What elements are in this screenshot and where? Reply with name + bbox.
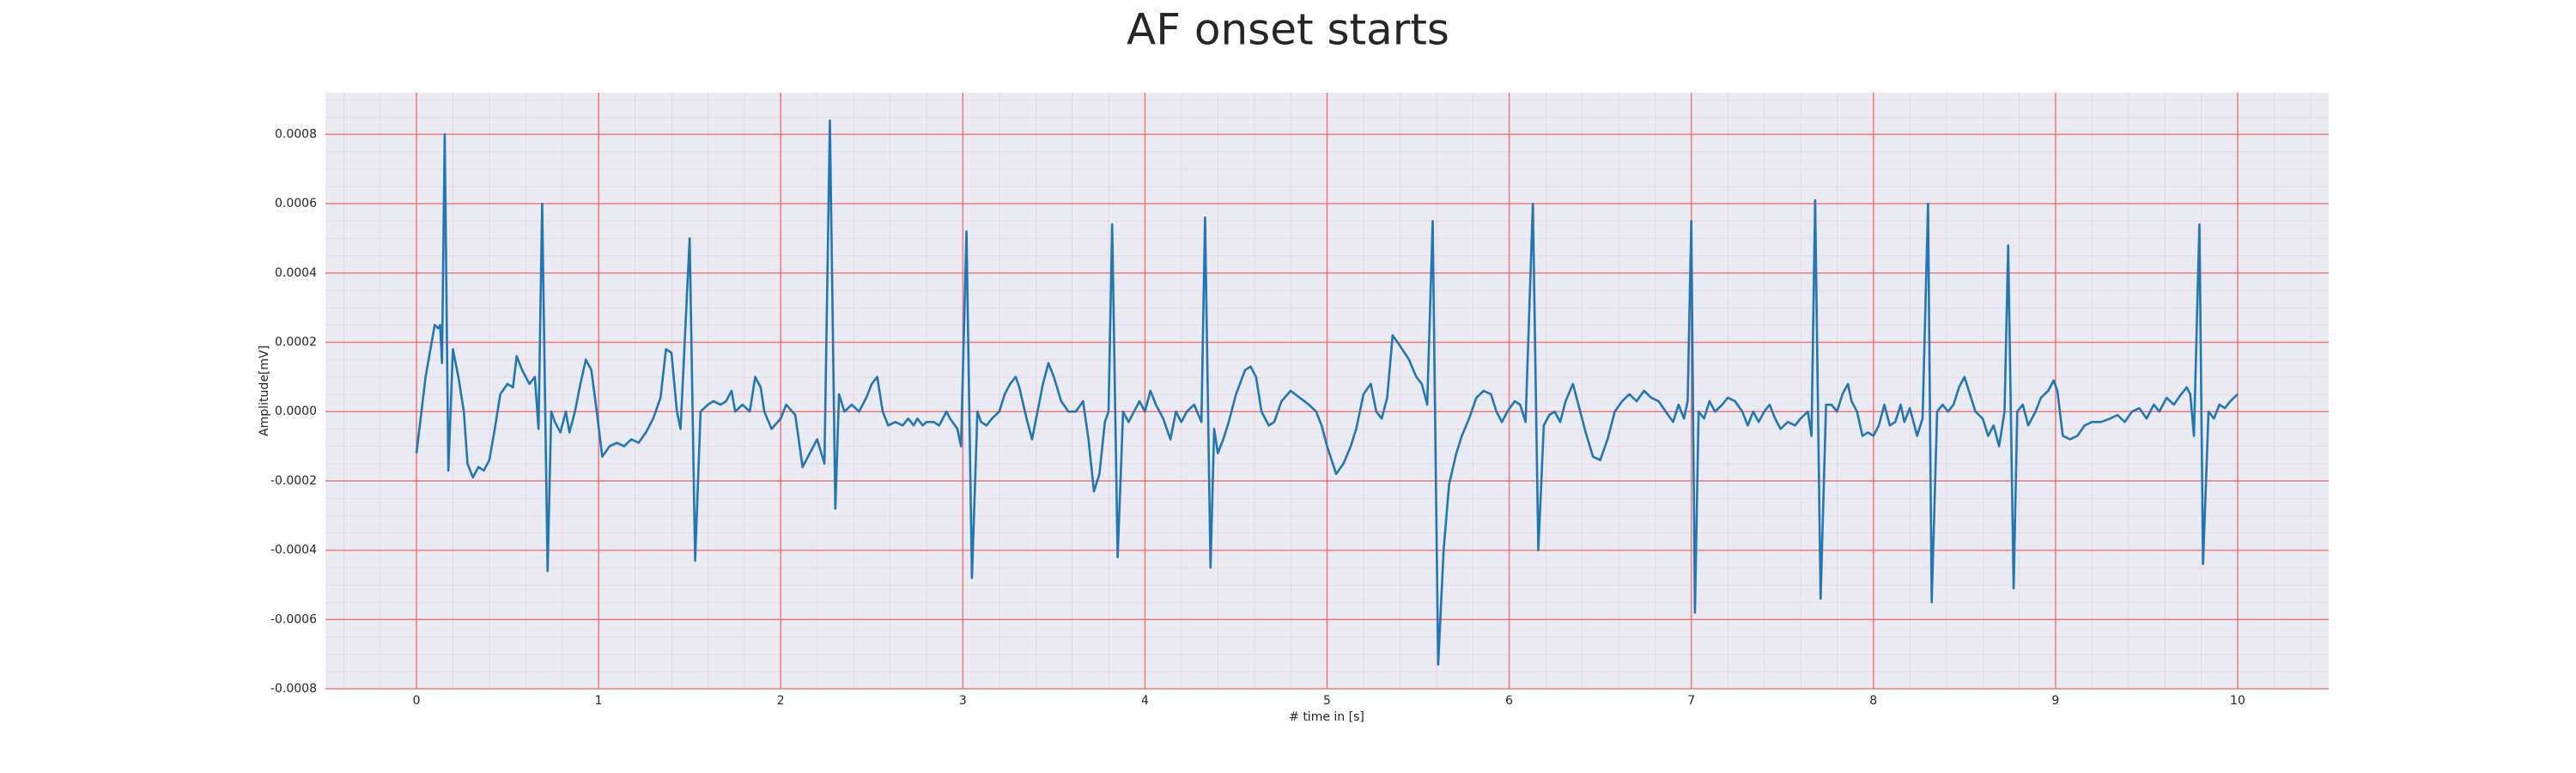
y-tick-label: 0.0004 (275, 266, 317, 280)
x-tick-label: 2 (777, 694, 785, 708)
y-tick-label: 0.0006 (275, 197, 317, 210)
x-tick-label: 0 (413, 694, 421, 708)
y-tick-label: 0.0000 (275, 405, 317, 418)
x-axis-label: # time in [s] (1289, 710, 1364, 724)
y-tick-label: 0.0008 (275, 127, 317, 141)
chart-title: AF onset starts (1127, 5, 1449, 55)
signal-line (415, 119, 2239, 666)
y-tick-label: -0.0002 (270, 474, 317, 488)
y-tick-label: -0.0008 (270, 682, 317, 696)
x-tick-label: 10 (2230, 694, 2245, 708)
y-tick-label: -0.0006 (270, 612, 317, 626)
x-tick-label: 7 (1687, 694, 1695, 708)
x-tick-label: 8 (1869, 694, 1877, 708)
y-tick-label: 0.0002 (275, 336, 317, 350)
x-tick-label: 6 (1505, 694, 1513, 708)
x-tick-label: 9 (2051, 694, 2059, 708)
x-tick-label: 4 (1141, 694, 1149, 708)
x-tick-label: 1 (595, 694, 603, 708)
y-axis-label: Amplitude[mV] (258, 345, 271, 436)
x-tick-label: 3 (959, 694, 967, 708)
y-tick-label: -0.0004 (270, 544, 317, 557)
x-tick-label: 5 (1323, 694, 1331, 708)
